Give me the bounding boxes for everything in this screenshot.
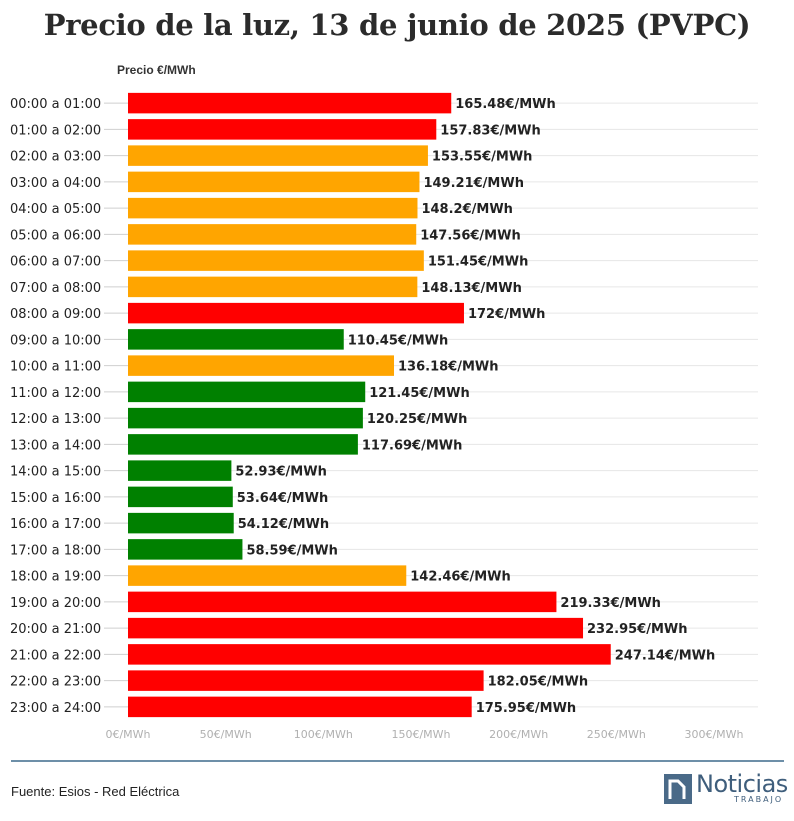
- data-label: 117.69€/MWh: [362, 438, 463, 453]
- data-label: 175.95€/MWh: [476, 701, 576, 716]
- category-label: 08:00 a 09:00: [10, 307, 101, 322]
- source-note: Fuente: Esios - Red Eléctrica: [11, 784, 180, 799]
- category-label: 04:00 a 05:00: [10, 202, 101, 217]
- data-label: 121.45€/MWh: [369, 386, 470, 401]
- category-label: 21:00 a 22:00: [10, 648, 101, 663]
- logo-mark-icon: [664, 774, 692, 804]
- y-axis-label: Precio €/MWh: [117, 63, 196, 77]
- data-label: 153.55€/MWh: [432, 150, 533, 165]
- category-label: 09:00 a 10:00: [10, 333, 101, 348]
- data-label: 54.12€/MWh: [238, 517, 329, 532]
- category-label: 18:00 a 19:00: [10, 570, 101, 585]
- bar: [128, 145, 428, 166]
- bar: [128, 119, 437, 140]
- x-tick-label: 200€/MWh: [489, 728, 548, 741]
- category-label: 00:00 a 01:00: [10, 97, 101, 112]
- bar: [128, 539, 243, 560]
- bar: [128, 381, 366, 403]
- category-label: 11:00 a 12:00: [10, 386, 101, 401]
- data-label: 247.14€/MWh: [615, 648, 716, 663]
- category-label: 06:00 a 07:00: [10, 255, 101, 270]
- bar: [128, 276, 418, 298]
- logo-wordmark: Noticias: [696, 770, 788, 798]
- data-label: 58.59€/MWh: [246, 543, 337, 558]
- bar: [128, 460, 232, 481]
- data-label: 232.95€/MWh: [587, 622, 688, 637]
- x-tick-label: 250€/MWh: [587, 728, 646, 741]
- bar-chart: 00:00 a 01:00 165.48€/MWh 01:00 a 02:00 157…: [10, 92, 758, 741]
- category-label: 01:00 a 02:00: [10, 123, 101, 138]
- bar: [128, 250, 424, 271]
- data-label: 120.25€/MWh: [367, 412, 468, 427]
- bar: [128, 434, 358, 455]
- category-label: 15:00 a 16:00: [10, 491, 101, 506]
- category-label: 03:00 a 04:00: [10, 176, 101, 191]
- bar: [128, 486, 233, 508]
- category-label: 17:00 a 18:00: [10, 543, 101, 558]
- footer-divider: [11, 760, 784, 762]
- bar: [128, 512, 234, 534]
- category-label: 12:00 a 13:00: [10, 412, 101, 427]
- category-label: 14:00 a 15:00: [10, 465, 101, 480]
- bar: [128, 696, 472, 718]
- category-label: 20:00 a 21:00: [10, 622, 101, 637]
- data-label: 148.13€/MWh: [421, 281, 522, 296]
- category-label: 10:00 a 11:00: [10, 360, 101, 375]
- bar: [128, 407, 363, 429]
- data-label: 142.46€/MWh: [410, 570, 511, 585]
- bar: [128, 565, 407, 586]
- bar: [128, 329, 344, 350]
- bar: [128, 197, 418, 219]
- bar: [128, 617, 584, 639]
- data-label: 172€/MWh: [468, 307, 545, 322]
- category-label: 07:00 a 08:00: [10, 281, 101, 296]
- bar: [128, 92, 452, 114]
- x-tick-label: 300€/MWh: [684, 728, 743, 741]
- category-label: 02:00 a 03:00: [10, 150, 101, 165]
- bar: [128, 670, 484, 691]
- logo-subtitle: TRABAJO: [734, 795, 784, 804]
- data-label: 53.64€/MWh: [237, 491, 328, 506]
- data-label: 157.83€/MWh: [440, 123, 540, 138]
- category-label: 13:00 a 14:00: [10, 438, 101, 453]
- bar: [128, 355, 395, 376]
- data-label: 147.56€/MWh: [420, 228, 521, 243]
- category-label: 05:00 a 06:00: [10, 228, 101, 243]
- data-label: 149.21€/MWh: [423, 176, 524, 191]
- x-tick-label: 50€/MWh: [200, 728, 252, 741]
- noticias-trabajo-logo: Noticias TRABAJO: [664, 770, 788, 805]
- x-tick-label: 100€/MWh: [294, 728, 353, 741]
- x-tick-label: 150€/MWh: [391, 728, 450, 741]
- bar: [128, 171, 420, 193]
- bar: [128, 302, 464, 324]
- category-label: 22:00 a 23:00: [10, 675, 101, 690]
- data-label: 110.45€/MWh: [348, 333, 449, 348]
- data-label: 165.48€/MWh: [455, 97, 556, 112]
- data-label: 52.93€/MWh: [235, 465, 326, 480]
- data-label: 151.45€/MWh: [428, 255, 529, 270]
- data-label: 182.05€/MWh: [488, 675, 589, 690]
- data-label: 219.33€/MWh: [560, 596, 661, 611]
- bar: [128, 591, 557, 613]
- bar: [128, 224, 417, 245]
- bar: [128, 644, 611, 665]
- data-label: 148.2€/MWh: [421, 202, 512, 217]
- data-label: 136.18€/MWh: [398, 360, 499, 375]
- category-label: 19:00 a 20:00: [10, 596, 101, 611]
- x-tick-label: 0€/MWh: [105, 728, 150, 741]
- category-label: 16:00 a 17:00: [10, 517, 101, 532]
- category-label: 23:00 a 24:00: [10, 701, 101, 716]
- chart-title: Precio de la luz, 13 de junio de 2025 (P…: [43, 8, 751, 42]
